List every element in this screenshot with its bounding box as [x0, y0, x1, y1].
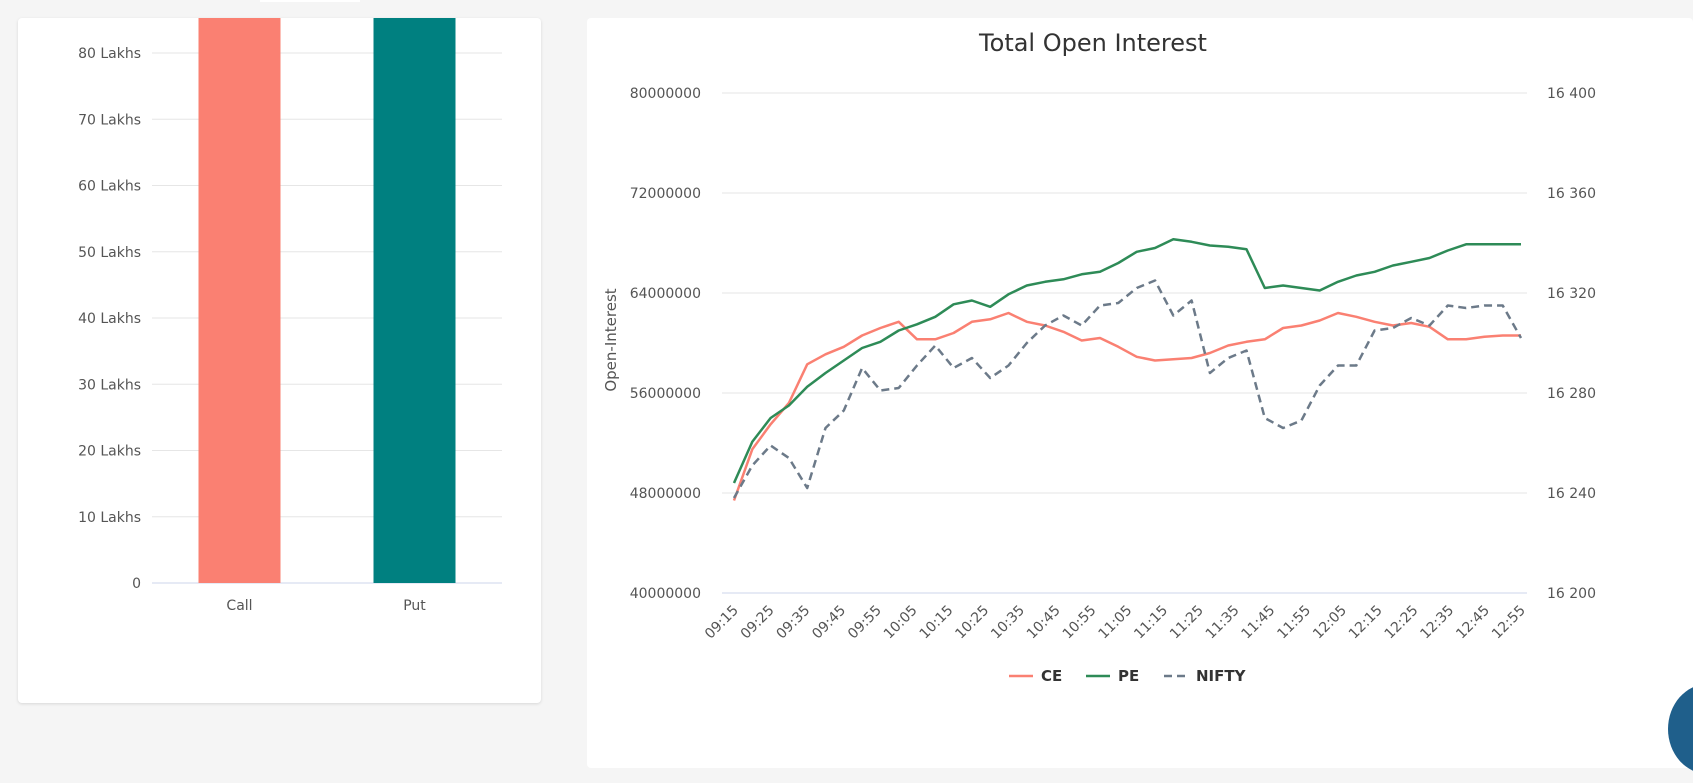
x-tick-label: 11:55 [1274, 603, 1314, 643]
bar-y-tick-label: 50 Lakhs [78, 245, 141, 261]
left-y-tick-label: 72000000 [630, 186, 701, 202]
bar-y-tick-label: 0 [132, 576, 141, 592]
call-put-bar-chart: 0 10 Lakhs 20 Lakhs 30 Lakhs 40 Lakhs 50 Lakh… [78, 0, 502, 614]
x-tick-label: 11:35 [1203, 603, 1243, 643]
right-y-tick-label: 16 320 [1547, 286, 1596, 302]
x-tick-label: 09:25 [738, 603, 778, 643]
bar-chart-card: 0 10 Lakhs 20 Lakhs 30 Lakhs 40 Lakhs 50 Lakh… [18, 0, 541, 703]
bar-y-tick-label: 40 Lakhs [78, 311, 141, 327]
x-tick-label: 12:15 [1346, 603, 1386, 643]
bar-y-tick-label: 10 Lakhs [78, 510, 141, 526]
x-tick-label: 11:45 [1239, 603, 1279, 643]
x-tick-label: 10:25 [952, 603, 992, 643]
bar-y-tick-label: 60 Lakhs [78, 179, 141, 195]
x-tick-label: 10:45 [1024, 603, 1064, 643]
x-tick-label: 12:05 [1310, 603, 1350, 643]
series-line-nifty [732, 279, 1523, 499]
bar-x-tick-label: Put [403, 598, 426, 614]
x-tick-label: 09:35 [774, 603, 814, 643]
chart-title: Total Open Interest [978, 29, 1207, 57]
x-tick-label: 09:15 [702, 603, 742, 643]
left-y-tick-label: 56000000 [630, 386, 701, 402]
left-y-tick-label: 48000000 [630, 486, 701, 502]
line-chart-card: Total Open Interest 40000000 48000000 56000… [587, 18, 1693, 768]
x-tick-label: 12:35 [1417, 603, 1457, 643]
y-axis-title: Open-Interest [602, 288, 620, 391]
x-tick-label: 11:05 [1095, 603, 1135, 643]
legend-label-ce: CE [1041, 667, 1062, 685]
left-y-tick-label: 40000000 [630, 586, 701, 602]
x-tick-label: 12:55 [1489, 603, 1529, 643]
right-y-tick-label: 16 240 [1547, 486, 1596, 502]
series-line-ce [732, 311, 1521, 501]
x-tick-label: 11:25 [1167, 603, 1207, 643]
bar-x-tick-label: Call [226, 598, 252, 614]
bar-put [373, 0, 456, 583]
top-tab-indicator [260, 0, 360, 2]
left-y-tick-label: 80000000 [630, 86, 701, 102]
x-tick-label: 10:35 [988, 603, 1028, 643]
x-tick-label: 11:15 [1131, 603, 1171, 643]
x-tick-label: 09:45 [809, 603, 849, 643]
bar-y-tick-label: 20 Lakhs [78, 444, 141, 460]
right-y-tick-label: 16 280 [1547, 386, 1596, 402]
x-tick-label: 10:05 [881, 603, 921, 643]
bar-y-tick-label: 30 Lakhs [78, 377, 141, 393]
x-tick-label: 09:55 [845, 603, 885, 643]
left-y-tick-label: 64000000 [630, 286, 701, 302]
legend-label-nifty: NIFTY [1196, 667, 1247, 685]
legend-label-pe: PE [1118, 667, 1139, 685]
series-line-pe [732, 238, 1521, 484]
right-y-tick-label: 16 360 [1547, 186, 1596, 202]
bar-y-tick-label: 70 Lakhs [78, 112, 141, 128]
x-tick-label: 10:55 [1060, 603, 1100, 643]
right-y-tick-label: 16 200 [1547, 586, 1596, 602]
x-tick-label: 12:25 [1382, 603, 1422, 643]
bar-call [198, 0, 281, 583]
right-y-tick-label: 16 400 [1547, 86, 1596, 102]
bar-y-tick-label: 80 Lakhs [78, 46, 141, 62]
x-tick-label: 12:45 [1453, 603, 1493, 643]
x-tick-label: 10:15 [917, 603, 957, 643]
open-interest-line-chart: Total Open Interest 40000000 48000000 56000… [602, 29, 1596, 685]
